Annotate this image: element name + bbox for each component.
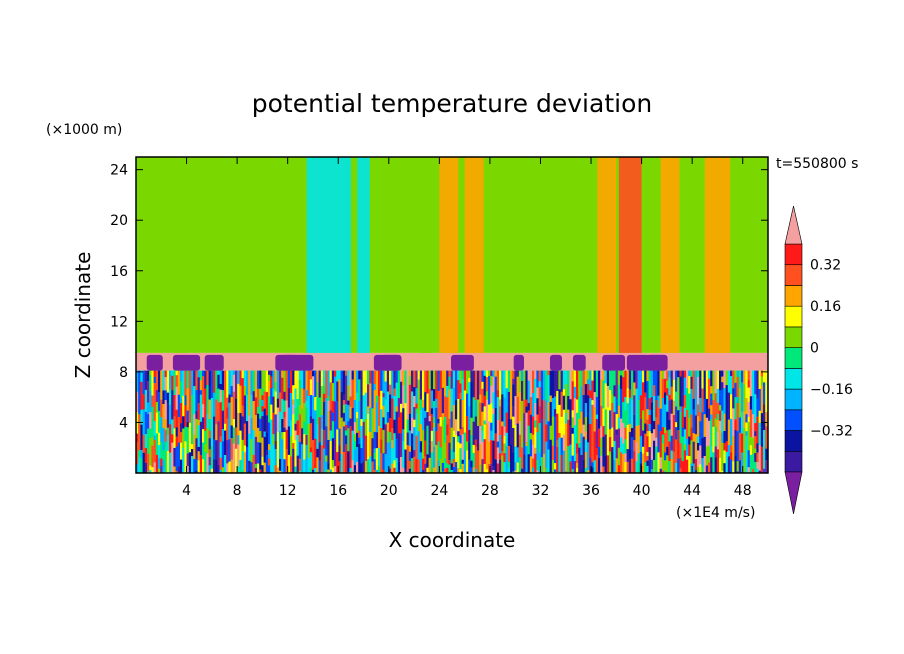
colorbar-bin bbox=[784, 285, 803, 307]
chart-title: potential temperature deviation bbox=[252, 89, 652, 118]
y-axis: 4 8 12 16 20 24 bbox=[110, 163, 768, 431]
x-tick-label: 48 bbox=[734, 483, 752, 499]
column-8 bbox=[420, 157, 434, 353]
column-6 bbox=[660, 157, 680, 353]
x-tick-label: 28 bbox=[481, 483, 499, 499]
y-tick-label: 4 bbox=[119, 415, 128, 431]
time-label: t=550800 s bbox=[776, 156, 858, 172]
x-tick-label: 8 bbox=[233, 483, 242, 499]
x-unit-label: (×1E4 m/s) bbox=[676, 505, 755, 521]
colorbar-bin bbox=[784, 347, 803, 369]
y-tick-label: 8 bbox=[119, 365, 128, 381]
x-tick-label: 44 bbox=[683, 483, 701, 499]
column-9 bbox=[173, 157, 187, 353]
x-tick-label: 24 bbox=[430, 483, 448, 499]
colorbar-bin bbox=[784, 430, 803, 452]
column-2 bbox=[439, 157, 459, 353]
colorbar-bin bbox=[784, 409, 803, 431]
y-tick-label: 24 bbox=[110, 163, 128, 179]
x-axis: 4 8 12 16 20 24 28 32 36 40 44 48 bbox=[182, 157, 752, 499]
x-tick-label: 12 bbox=[279, 483, 297, 499]
x-axis-title: X coordinate bbox=[389, 528, 516, 552]
x-tick-label: 40 bbox=[633, 483, 651, 499]
y-tick-label: 20 bbox=[110, 213, 128, 229]
colorbar-bin bbox=[784, 264, 803, 286]
colorbar-bin bbox=[784, 326, 803, 348]
column-7 bbox=[704, 157, 731, 353]
colorbar-under-arrow bbox=[784, 471, 803, 515]
colorbar-tick-label: −0.32 bbox=[810, 424, 853, 440]
column-4 bbox=[618, 157, 642, 353]
colorbar-bin bbox=[784, 243, 803, 266]
colorbar: 0.32 0.16 0 −0.16 −0.32 bbox=[784, 205, 853, 515]
y-tick-label: 12 bbox=[110, 314, 128, 330]
y-tick-label: 16 bbox=[110, 264, 128, 280]
y-axis-title: Z coordinate bbox=[71, 252, 95, 379]
colorbar-bin bbox=[784, 305, 803, 328]
colorbar-tick-label: 0 bbox=[810, 341, 819, 357]
x-tick-label: 16 bbox=[329, 483, 347, 499]
colorbar-bin bbox=[784, 450, 803, 473]
x-tick-label: 36 bbox=[582, 483, 600, 499]
column-5 bbox=[597, 157, 617, 353]
heatmap-field bbox=[136, 157, 768, 473]
x-tick-label: 20 bbox=[380, 483, 398, 499]
column-3 bbox=[464, 157, 484, 353]
x-tick-label: 32 bbox=[532, 483, 550, 499]
colorbar-bin bbox=[784, 388, 803, 411]
colorbar-tick-label: −0.16 bbox=[810, 382, 853, 398]
colorbar-tick-label: 0.32 bbox=[810, 258, 841, 274]
colorbar-tick-label: 0.16 bbox=[810, 299, 841, 315]
colorbar-over-arrow bbox=[784, 205, 803, 245]
column-0 bbox=[306, 157, 351, 353]
plot-frame bbox=[135, 156, 769, 474]
y-unit-label: (×1000 m) bbox=[46, 122, 122, 138]
x-tick-label: 4 bbox=[182, 483, 191, 499]
colorbar-bin bbox=[784, 368, 803, 390]
column-1 bbox=[357, 157, 370, 353]
turbulence-texture bbox=[136, 354, 768, 473]
